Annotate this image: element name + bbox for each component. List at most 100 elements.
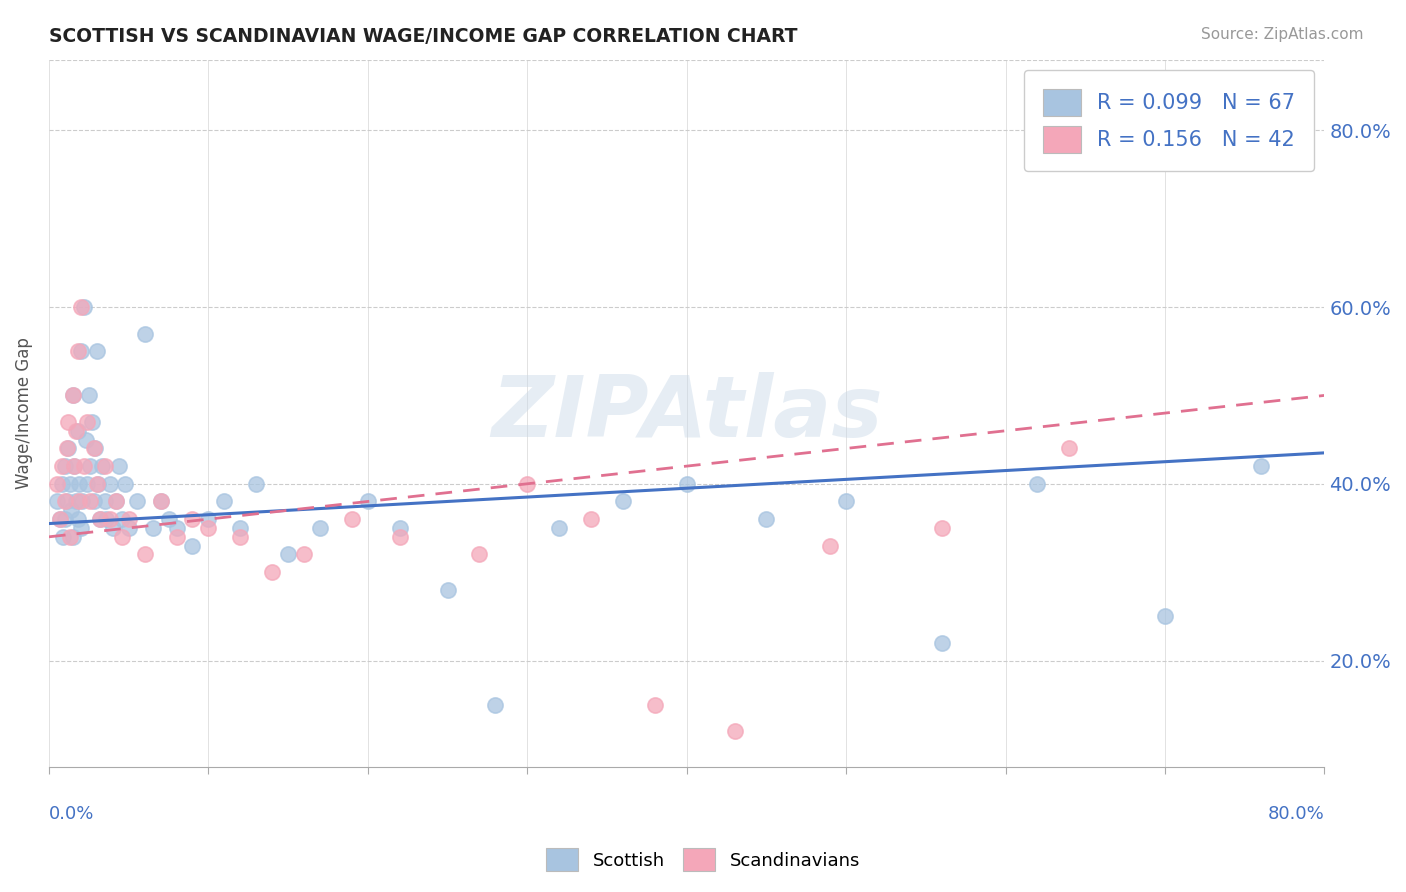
Point — [51, 459, 73, 474]
Point — [118, 512, 141, 526]
Point — [67, 494, 90, 508]
Point — [51, 476, 73, 491]
Point — [142, 521, 165, 535]
Point — [157, 512, 180, 526]
Point — [309, 521, 332, 535]
Point — [149, 494, 172, 508]
Point — [197, 521, 219, 535]
Point — [357, 494, 380, 508]
Point — [108, 459, 131, 474]
Point — [134, 326, 156, 341]
Point — [104, 494, 127, 508]
Point — [90, 459, 112, 474]
Point — [245, 476, 267, 491]
Point — [76, 415, 98, 429]
Point — [86, 344, 108, 359]
Point — [62, 388, 84, 402]
Point — [79, 459, 101, 474]
Text: SCOTTISH VS SCANDINAVIAN WAGE/INCOME GAP CORRELATION CHART: SCOTTISH VS SCANDINAVIAN WAGE/INCOME GAP… — [49, 27, 797, 45]
Point — [1026, 476, 1049, 491]
Text: 80.0%: 80.0% — [1268, 805, 1324, 823]
Legend: R = 0.099   N = 67, R = 0.156   N = 42: R = 0.099 N = 67, R = 0.156 N = 42 — [1025, 70, 1315, 171]
Point — [46, 476, 69, 491]
Point — [468, 548, 491, 562]
Legend: Scottish, Scandinavians: Scottish, Scandinavians — [538, 841, 868, 879]
Point — [56, 442, 79, 456]
Point — [835, 494, 858, 508]
Point — [181, 539, 204, 553]
Point — [63, 459, 86, 474]
Point — [76, 476, 98, 491]
Point — [181, 512, 204, 526]
Point — [277, 548, 299, 562]
Point — [262, 565, 284, 579]
Point — [388, 530, 411, 544]
Point — [149, 494, 172, 508]
Point — [53, 494, 76, 508]
Point — [755, 512, 778, 526]
Point — [66, 512, 89, 526]
Point — [70, 344, 93, 359]
Point — [56, 415, 79, 429]
Point — [84, 442, 107, 456]
Point — [612, 494, 634, 508]
Point — [1250, 459, 1272, 474]
Point — [46, 494, 69, 508]
Point — [644, 698, 666, 712]
Point — [548, 521, 571, 535]
Y-axis label: Wage/Income Gap: Wage/Income Gap — [15, 337, 32, 489]
Point — [62, 530, 84, 544]
Point — [818, 539, 841, 553]
Point — [516, 476, 538, 491]
Point — [55, 442, 77, 456]
Point — [104, 494, 127, 508]
Point — [86, 476, 108, 491]
Point — [89, 512, 111, 526]
Point — [723, 724, 745, 739]
Point — [73, 459, 96, 474]
Point — [229, 530, 252, 544]
Point — [98, 476, 121, 491]
Point — [77, 388, 100, 402]
Text: ZIPAtlas: ZIPAtlas — [491, 372, 883, 455]
Point — [94, 459, 117, 474]
Point — [66, 424, 89, 438]
Point — [111, 530, 134, 544]
Point — [1154, 609, 1177, 624]
Point — [72, 494, 94, 508]
Point — [66, 344, 89, 359]
Point — [80, 415, 103, 429]
Point — [388, 521, 411, 535]
Point — [340, 512, 363, 526]
Point — [166, 530, 188, 544]
Point — [94, 494, 117, 508]
Point — [111, 512, 134, 526]
Point — [83, 494, 105, 508]
Point — [484, 698, 506, 712]
Point — [134, 548, 156, 562]
Point — [98, 512, 121, 526]
Point — [675, 476, 697, 491]
Point — [75, 433, 97, 447]
Point — [49, 512, 72, 526]
Point — [65, 494, 87, 508]
Point — [60, 503, 83, 517]
Point — [87, 476, 110, 491]
Text: 0.0%: 0.0% — [49, 805, 94, 823]
Point — [67, 476, 90, 491]
Point — [579, 512, 602, 526]
Point — [55, 494, 77, 508]
Point — [931, 521, 953, 535]
Point — [931, 636, 953, 650]
Point — [59, 530, 82, 544]
Point — [70, 300, 93, 314]
Point — [53, 512, 76, 526]
Point — [70, 521, 93, 535]
Point — [73, 300, 96, 314]
Point — [83, 442, 105, 456]
Point — [101, 521, 124, 535]
Point — [89, 512, 111, 526]
Point — [229, 521, 252, 535]
Point — [436, 582, 458, 597]
Point — [59, 476, 82, 491]
